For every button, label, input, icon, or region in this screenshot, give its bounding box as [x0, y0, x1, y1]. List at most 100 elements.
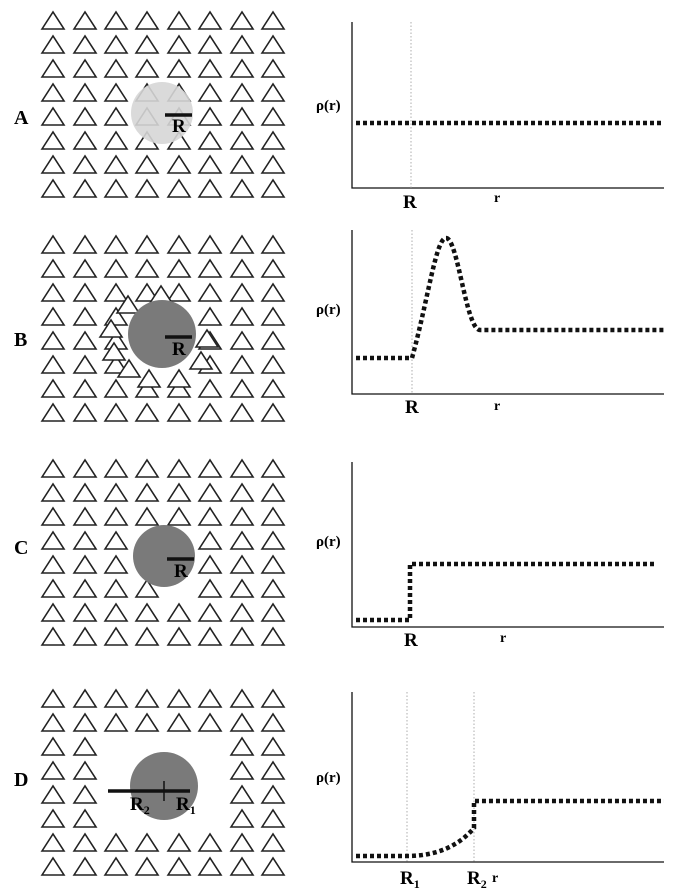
solvent-triangle: [72, 82, 98, 102]
y-axis-label-c: ρ(r): [316, 534, 341, 550]
solvent-triangle: [72, 330, 98, 350]
solvent-triangle: [72, 506, 98, 526]
radius-label-c: R: [174, 561, 188, 582]
solvent-triangle: [260, 10, 286, 30]
solvent-triangle: [197, 482, 223, 502]
panel-a: A R ρ(r) R r: [14, 10, 664, 213]
solvent-triangle: [197, 10, 223, 30]
solvent-triangle: [197, 130, 223, 150]
solvent-triangle: [197, 82, 223, 102]
solvent-triangle: [166, 482, 192, 502]
solvent-triangle: [103, 58, 129, 78]
solvent-triangle: [40, 34, 66, 54]
solvent-triangle: [197, 626, 223, 646]
solvent-triangle: [103, 258, 129, 278]
solvent-triangle: [260, 106, 286, 126]
x-mark-b-r: R: [405, 397, 419, 418]
solvent-triangle: [72, 808, 98, 828]
solvent-triangle: [166, 688, 192, 708]
solvent-triangle: [260, 458, 286, 478]
solvent-triangle: [72, 34, 98, 54]
solvent-triangle: [134, 506, 160, 526]
solvent-triangle: [197, 282, 223, 302]
solvent-triangle: [40, 688, 66, 708]
solvent-triangle: [134, 578, 160, 598]
solvent-triangle: [134, 258, 160, 278]
solvent-triangle: [40, 482, 66, 502]
solvent-triangle: [229, 482, 255, 502]
solvent-triangle: [103, 130, 129, 150]
solvent-triangle: [72, 58, 98, 78]
solvent-triangle: [229, 10, 255, 30]
solvent-triangle: [103, 832, 129, 852]
solute-sphere-a: [131, 82, 193, 144]
solvent-triangle: [72, 712, 98, 732]
solvent-triangle: [40, 330, 66, 350]
solvent-triangle: [166, 34, 192, 54]
solvent-triangle: [229, 154, 255, 174]
ordered-solvent-triangle: [115, 294, 141, 314]
axes-a: [351, 22, 664, 189]
solvent-triangle: [103, 602, 129, 622]
solvent-triangle: [103, 856, 129, 876]
solvent-triangle: [229, 602, 255, 622]
solvent-triangle: [40, 58, 66, 78]
solvent-triangle: [103, 178, 129, 198]
solvent-triangle: [72, 178, 98, 198]
solvent-triangle: [260, 402, 286, 422]
solvent-triangle: [229, 784, 255, 804]
solvent-triangle: [260, 378, 286, 398]
solvent-grid-d: [40, 688, 286, 876]
solvent-triangle: [134, 856, 160, 876]
solvent-triangle: [229, 34, 255, 54]
solvent-triangle: [40, 856, 66, 876]
solvent-triangle: [103, 626, 129, 646]
solvent-triangle: [260, 258, 286, 278]
solvent-triangle: [260, 154, 286, 174]
solvent-triangle: [103, 458, 129, 478]
solvent-triangle: [40, 784, 66, 804]
solvent-triangle: [260, 82, 286, 102]
solvent-triangle: [134, 34, 160, 54]
solvent-triangle: [72, 258, 98, 278]
solvent-triangle: [166, 10, 192, 30]
solvent-triangle: [134, 688, 160, 708]
solvent-triangle: [72, 354, 98, 374]
solvent-triangle: [134, 458, 160, 478]
solvent-triangle: [260, 602, 286, 622]
density-curve-d: [356, 798, 664, 859]
solvent-triangle: [134, 154, 160, 174]
solvent-triangle: [260, 856, 286, 876]
solvent-triangle: [166, 178, 192, 198]
panel-letter-b: B: [14, 329, 27, 351]
solvent-triangle: [260, 832, 286, 852]
solvent-triangle: [103, 402, 129, 422]
solvent-triangle: [166, 626, 192, 646]
solvent-triangle: [166, 832, 192, 852]
solvent-triangle: [229, 856, 255, 876]
panel-c: C R ρ(r) R r: [14, 458, 664, 651]
solvent-triangle: [40, 106, 66, 126]
solvent-triangle: [72, 784, 98, 804]
solvent-grid-a: [40, 10, 286, 198]
x-mark-d-r1: R1: [400, 868, 420, 891]
solvent-triangle: [40, 354, 66, 374]
solvent-triangle: [260, 34, 286, 54]
solvent-triangle: [103, 554, 129, 574]
x-var-a: r: [494, 191, 500, 206]
solvent-triangle: [197, 258, 223, 278]
solvent-triangle: [134, 482, 160, 502]
solvent-triangle: [166, 58, 192, 78]
solute-sphere-b: [128, 300, 196, 368]
solvent-triangle: [166, 602, 192, 622]
solvent-triangle: [134, 626, 160, 646]
solvent-triangle: [103, 282, 129, 302]
solvent-triangle: [166, 234, 192, 254]
solvent-triangle: [229, 578, 255, 598]
solvent-triangle: [197, 154, 223, 174]
solvent-triangle: [103, 82, 129, 102]
x-var-c: r: [500, 631, 506, 646]
solvent-triangle: [166, 258, 192, 278]
solvent-triangle: [229, 506, 255, 526]
solvent-triangle: [134, 10, 160, 30]
